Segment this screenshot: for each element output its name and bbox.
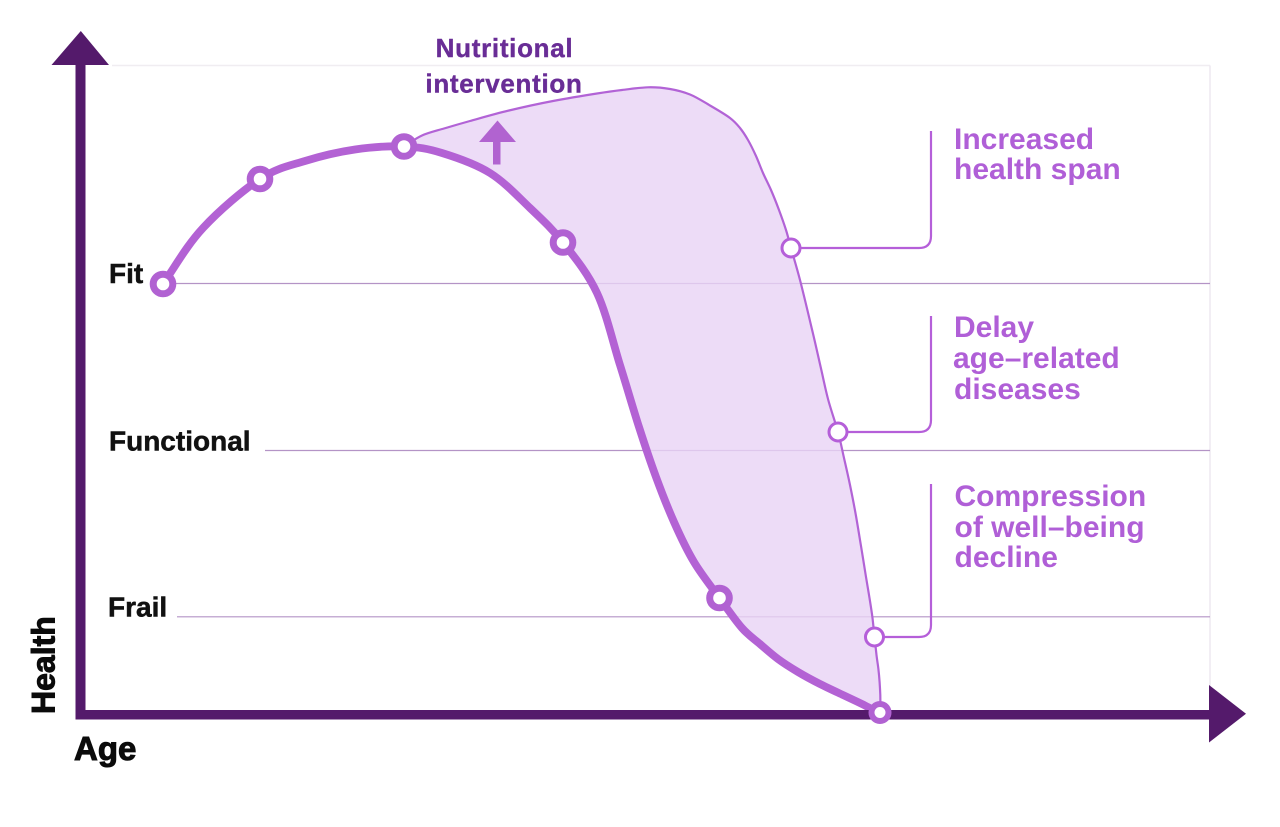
svg-text:Functional: Functional — [109, 426, 251, 457]
svg-text:diseases: diseases — [954, 373, 1081, 406]
svg-text:decline: decline — [955, 541, 1058, 574]
svg-text:Frail: Frail — [108, 592, 167, 623]
svg-text:age–related: age–related — [953, 342, 1120, 375]
svg-text:Health: Health — [26, 616, 62, 714]
svg-text:intervention: intervention — [425, 69, 582, 99]
svg-text:of well–being: of well–being — [955, 511, 1145, 544]
svg-text:Compression: Compression — [955, 480, 1147, 513]
svg-text:health span: health span — [954, 153, 1121, 186]
svg-text:Nutritional: Nutritional — [436, 33, 574, 63]
svg-text:Delay: Delay — [954, 311, 1034, 344]
svg-text:Age: Age — [74, 730, 136, 767]
svg-text:Fit: Fit — [109, 258, 143, 289]
svg-text:Increased: Increased — [954, 123, 1094, 156]
